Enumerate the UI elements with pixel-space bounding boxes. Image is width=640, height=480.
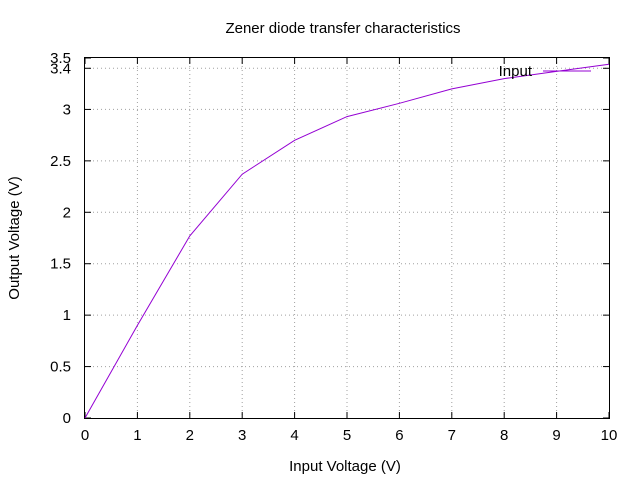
chart-title: Zener diode transfer characteristics bbox=[225, 20, 460, 37]
y-tick-label: 2 bbox=[63, 204, 71, 221]
x-tick-label: 7 bbox=[448, 427, 456, 444]
y-tick-label: 3 bbox=[63, 101, 71, 118]
y-axis: 0 0.5 1 1.5 2 2.5 3 3.43.5 bbox=[50, 50, 609, 427]
y-tick-label: 0 bbox=[63, 410, 71, 427]
series-line bbox=[84, 63, 610, 419]
y-axis-title: Output Voltage (V) bbox=[6, 176, 23, 299]
y-tick-label: 0.5 bbox=[50, 359, 71, 376]
y-tick-label: 1 bbox=[63, 307, 71, 324]
x-tick-label: 4 bbox=[290, 427, 298, 444]
y-tick-label: 3.4 bbox=[50, 60, 71, 77]
x-tick-label: 10 bbox=[601, 427, 618, 444]
x-tick-label: 6 bbox=[395, 427, 403, 444]
x-tick-label: 1 bbox=[133, 427, 141, 444]
x-tick-label: 0 bbox=[81, 427, 89, 444]
x-tick-label: 9 bbox=[552, 427, 560, 444]
plot-frame bbox=[84, 57, 610, 419]
legend: Input bbox=[499, 63, 591, 80]
y-tick-label: 1.5 bbox=[50, 256, 71, 273]
x-axis-title: Input Voltage (V) bbox=[289, 458, 401, 475]
x-tick-label: 8 bbox=[500, 427, 508, 444]
x-tick-label: 2 bbox=[186, 427, 194, 444]
legend-label: Input bbox=[499, 63, 533, 80]
grid bbox=[85, 58, 609, 418]
x-tick-label: 5 bbox=[343, 427, 351, 444]
y-tick-label: 3.5 bbox=[50, 50, 71, 67]
x-tick-label: 3 bbox=[238, 427, 246, 444]
series-group bbox=[84, 63, 610, 419]
y-tick-label: 2.5 bbox=[50, 153, 71, 170]
